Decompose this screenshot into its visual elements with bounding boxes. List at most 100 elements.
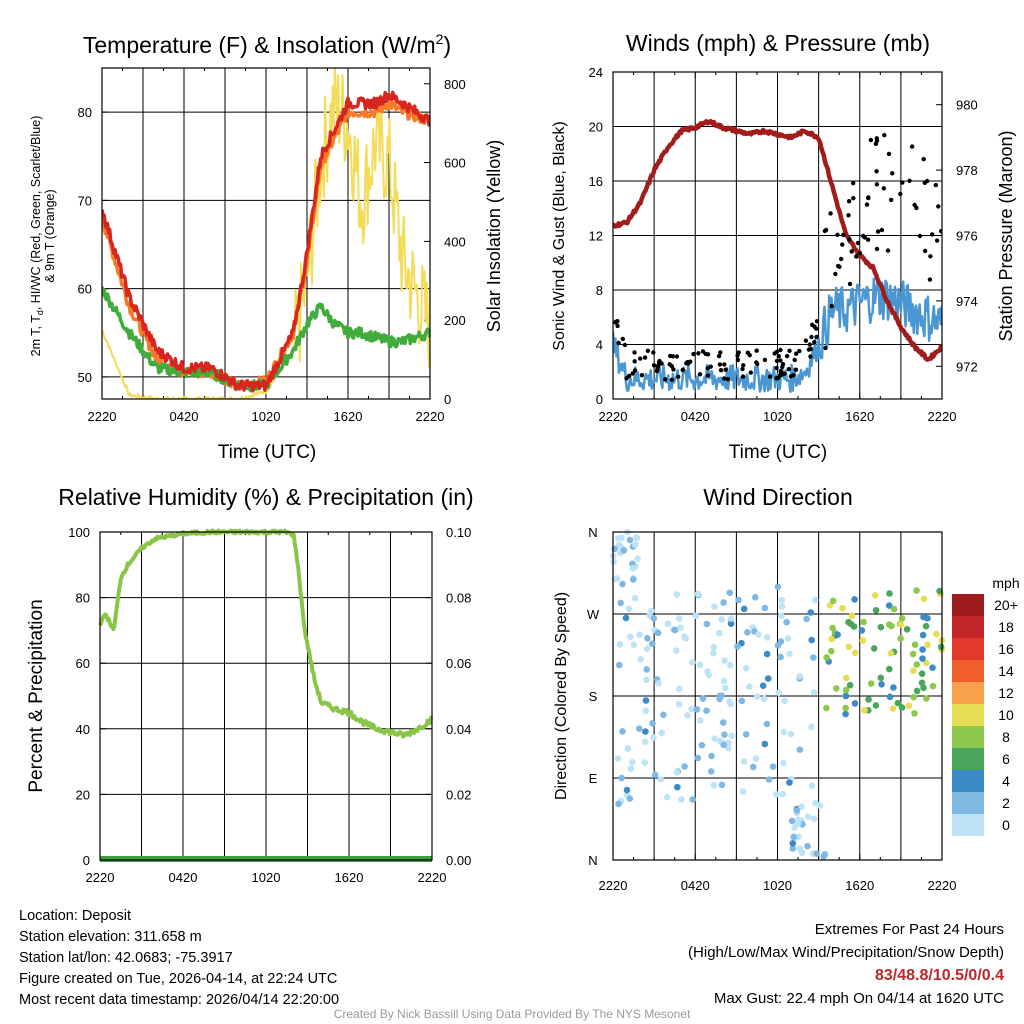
wind-frame bbox=[612, 71, 943, 400]
direction-point bbox=[828, 647, 835, 655]
direction-point bbox=[622, 614, 630, 622]
direction-point bbox=[633, 534, 641, 542]
legend-swatch bbox=[952, 748, 984, 770]
legend-label: 10 bbox=[998, 707, 1014, 723]
temp-xtick-label: 1620 bbox=[334, 409, 363, 424]
temp-ytick-label-right: 200 bbox=[444, 313, 466, 328]
location-text: Location: Deposit bbox=[19, 908, 132, 924]
rh-panel-title: Relative Humidity (%) & Precipitation (i… bbox=[58, 484, 473, 510]
direction-point bbox=[886, 590, 893, 597]
temp-frame bbox=[101, 67, 431, 400]
direction-point bbox=[641, 759, 648, 766]
legend-label: 4 bbox=[1002, 773, 1010, 789]
direction-point bbox=[897, 621, 905, 628]
direction-point bbox=[688, 705, 695, 713]
direction-point bbox=[658, 729, 666, 737]
gust-point bbox=[874, 169, 879, 174]
direction-point bbox=[636, 725, 643, 732]
wind-ytick-label-right: 972 bbox=[956, 359, 978, 374]
gust-point bbox=[840, 242, 845, 247]
rh-ytick-label: 0 bbox=[83, 853, 90, 868]
wind-ytick-label-right: 978 bbox=[956, 163, 978, 178]
direction-point bbox=[763, 720, 771, 728]
direction-point bbox=[625, 605, 633, 613]
wind-xtick-label: 2220 bbox=[599, 409, 628, 424]
gust-point bbox=[833, 271, 838, 277]
direction-point bbox=[774, 583, 782, 591]
direction-point bbox=[789, 845, 796, 852]
direction-point bbox=[796, 673, 803, 680]
direction-point bbox=[694, 590, 702, 598]
direction-point bbox=[721, 731, 728, 738]
temp-xtick-label: 0420 bbox=[170, 409, 199, 424]
wind-ytick-label-right: 976 bbox=[956, 229, 978, 244]
temp-ytick-label-right: 800 bbox=[444, 77, 466, 92]
rh-ytick-label: 40 bbox=[76, 722, 90, 737]
direction-point bbox=[630, 641, 638, 648]
wind-ylabel: Sonic Wind & Gust (Blue, Black) bbox=[551, 121, 568, 350]
rh-ylabel: Percent & Precipitation bbox=[26, 599, 47, 792]
gust-point bbox=[862, 235, 867, 240]
direction-point bbox=[657, 776, 665, 783]
gust-point bbox=[655, 364, 660, 369]
temp-ytick-label-right: 600 bbox=[444, 156, 466, 171]
gust-point bbox=[803, 338, 809, 343]
direction-point bbox=[728, 732, 735, 740]
direction-point bbox=[678, 796, 685, 803]
direction-point bbox=[718, 616, 725, 623]
direction-point bbox=[851, 700, 859, 707]
dir-ytick-label: N bbox=[588, 853, 597, 868]
gust-point bbox=[786, 367, 791, 372]
direction-point bbox=[923, 695, 930, 702]
direction-point bbox=[897, 635, 904, 642]
direction-point bbox=[752, 594, 759, 601]
gust-point bbox=[807, 342, 812, 347]
pressure-line bbox=[613, 118, 942, 362]
gust-point bbox=[828, 211, 833, 216]
gust-point bbox=[912, 202, 917, 208]
dir-xtick-label: 1620 bbox=[845, 878, 874, 893]
gust-point bbox=[718, 368, 724, 373]
direction-point bbox=[913, 687, 921, 695]
gust-point bbox=[923, 248, 928, 254]
rh-ytick-label: 100 bbox=[68, 525, 90, 540]
direction-point bbox=[619, 580, 626, 588]
temp-ytick-label-right: 400 bbox=[444, 234, 466, 249]
direction-point bbox=[742, 665, 750, 672]
direction-point bbox=[796, 746, 804, 753]
direction-point bbox=[673, 647, 680, 654]
direction-point bbox=[727, 620, 735, 627]
direction-point bbox=[627, 633, 634, 641]
legend-swatch bbox=[952, 660, 984, 682]
direction-point bbox=[823, 654, 830, 661]
direction-point bbox=[760, 695, 768, 702]
direction-point bbox=[720, 741, 727, 749]
direction-point bbox=[872, 607, 880, 614]
direction-point bbox=[810, 815, 818, 822]
direction-point bbox=[616, 661, 623, 669]
legend-swatch bbox=[952, 792, 984, 814]
gust-point bbox=[841, 232, 846, 238]
direction-point bbox=[648, 640, 656, 647]
direction-point bbox=[937, 643, 945, 651]
wind-xtick-label: 0420 bbox=[681, 409, 710, 424]
dir-xtick-label: 0420 bbox=[681, 878, 710, 893]
gust-point bbox=[939, 229, 942, 234]
direction-point bbox=[919, 655, 926, 662]
wind-xtick-label: 1620 bbox=[845, 409, 874, 424]
direction-point bbox=[842, 692, 850, 700]
direction-point bbox=[617, 599, 624, 607]
direction-point bbox=[848, 612, 856, 620]
direction-point bbox=[718, 781, 726, 789]
direction-point bbox=[860, 618, 867, 626]
gust-point bbox=[847, 237, 852, 242]
direction-point bbox=[810, 689, 818, 696]
direction-point bbox=[650, 615, 658, 622]
gust-point bbox=[857, 250, 863, 256]
direction-point bbox=[710, 649, 717, 657]
gust-point bbox=[735, 357, 741, 363]
wind-ytick-label: 0 bbox=[596, 392, 603, 407]
direction-point bbox=[749, 763, 757, 771]
wind-ytick-label: 16 bbox=[589, 174, 603, 189]
gust-point bbox=[927, 277, 933, 282]
